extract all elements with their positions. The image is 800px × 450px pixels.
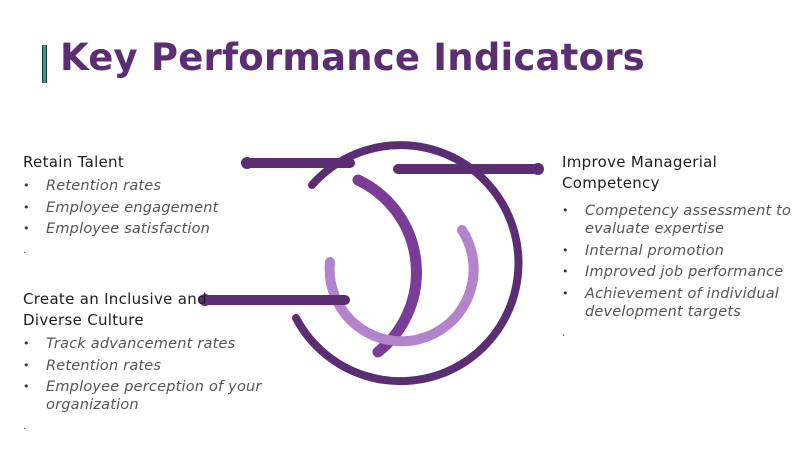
list-item: Internal promotion [562, 242, 794, 260]
inclusive-heading-line2: Diverse Culture [23, 311, 144, 329]
connector-dot-retain [241, 157, 253, 169]
retain-talent-heading: Retain Talent [23, 153, 125, 171]
middle-ring-arc [352, 174, 422, 358]
managerial-heading-line1: Improve Managerial [562, 153, 718, 171]
outer-ring-arc [292, 141, 523, 386]
list-item: Employee satisfaction [23, 220, 283, 238]
managerial-competency-heading: Improve Managerial Competency [562, 152, 794, 194]
managerial-competency-section: Improve Managerial Competency Competency… [562, 152, 794, 339]
retain-talent-section: Retain Talent Retention rates Employee e… [23, 152, 283, 256]
list-item: Improved job performance [562, 263, 794, 281]
managerial-heading-line2: Competency [562, 174, 660, 192]
managerial-competency-trailing: . [562, 325, 566, 339]
list-item: Employee engagement [23, 199, 283, 217]
connector-dot-managerial [532, 163, 544, 175]
retain-talent-trailing: . [23, 243, 27, 256]
list-item: Retention rates [23, 357, 285, 375]
list-item: Achievement of individual development ta… [562, 285, 794, 321]
inclusive-culture-heading: Create an Inclusive and Diverse Culture [23, 289, 285, 331]
inclusive-heading-line1: Create an Inclusive and [23, 290, 207, 308]
retain-talent-list: Retention rates Employee engagement Empl… [23, 177, 283, 238]
page-title: Key Performance Indicators [60, 36, 645, 79]
connector-dot-inclusive [199, 294, 211, 306]
managerial-competency-list: Competency assessment to evaluate expert… [562, 202, 794, 321]
inclusive-culture-trailing: . [23, 419, 27, 432]
list-item: Track advancement rates [23, 335, 285, 353]
inclusive-culture-list: Track advancement rates Retention rates … [23, 335, 285, 414]
inclusive-culture-section: Create an Inclusive and Diverse Culture … [23, 289, 285, 432]
title-accent-bar [42, 45, 47, 83]
list-item: Retention rates [23, 177, 283, 195]
list-item: Competency assessment to evaluate expert… [562, 202, 794, 238]
list-item: Employee perception of your organization [23, 378, 285, 414]
